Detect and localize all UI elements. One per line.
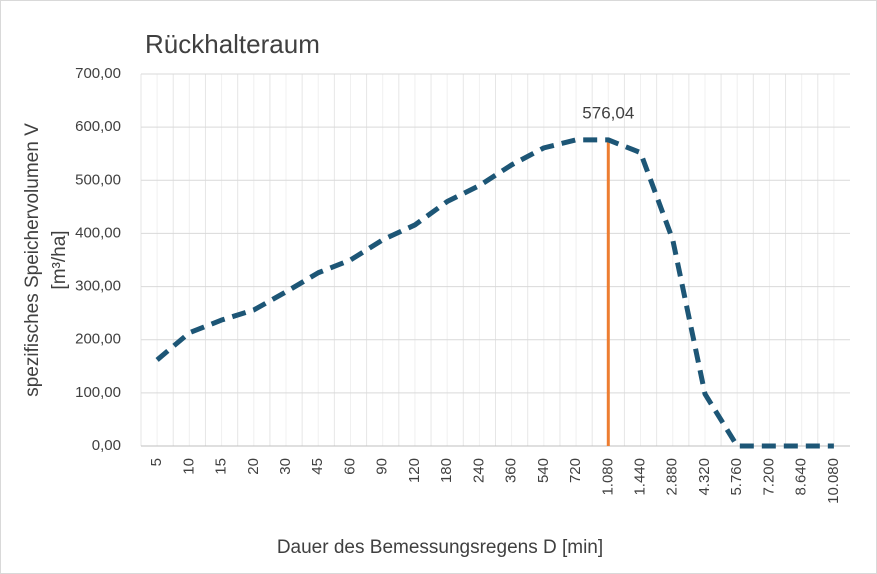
- data-label: 576,04: [582, 103, 634, 122]
- x-tick-label: 360: [503, 458, 520, 483]
- x-tick-label: 1.080: [599, 458, 616, 496]
- x-tick-label: 10.080: [825, 458, 842, 504]
- x-tick-label: 30: [277, 458, 294, 475]
- x-tick-label: 540: [535, 458, 552, 483]
- y-axis-label: [m³/ha]: [49, 230, 70, 289]
- x-tick-label: 8.640: [793, 458, 810, 496]
- y-tick-label: 700,00: [75, 65, 121, 82]
- y-tick-label: 400,00: [75, 224, 121, 241]
- x-tick-label: 120: [406, 458, 423, 483]
- y-tick-label: 0,00: [92, 437, 121, 454]
- x-tick-label: 5.760: [728, 458, 745, 496]
- x-tick-label: 45: [309, 458, 326, 475]
- x-tick-label: 7.200: [760, 458, 777, 496]
- x-tick-label: 2.880: [664, 458, 681, 496]
- x-tick-label: 1.440: [631, 458, 648, 496]
- x-tick-label: 60: [341, 458, 358, 475]
- data-line: [155, 137, 834, 449]
- x-tick-label: 180: [438, 458, 455, 483]
- chart-title: Rückhalteraum: [145, 29, 320, 59]
- x-tick-label: 90: [374, 458, 391, 475]
- y-axis-label: spezifisches Speichervolumen V: [22, 123, 43, 397]
- x-tick-label: 5: [148, 458, 165, 466]
- x-axis-label: Dauer des Bemessungsregens D [min]: [277, 537, 603, 558]
- y-tick-label: 600,00: [75, 118, 121, 135]
- x-tick-label: 240: [470, 458, 487, 483]
- y-tick-label: 200,00: [75, 331, 121, 348]
- x-tick-label: 4.320: [696, 458, 713, 496]
- y-tick-label: 500,00: [75, 171, 121, 188]
- y-tick-label: 300,00: [75, 278, 121, 295]
- y-tick-label: 100,00: [75, 384, 121, 401]
- x-tick-label: 20: [245, 458, 262, 475]
- x-tick-label: 10: [180, 458, 197, 475]
- x-tick-label: 720: [567, 458, 584, 483]
- x-tick-label: 15: [213, 458, 230, 475]
